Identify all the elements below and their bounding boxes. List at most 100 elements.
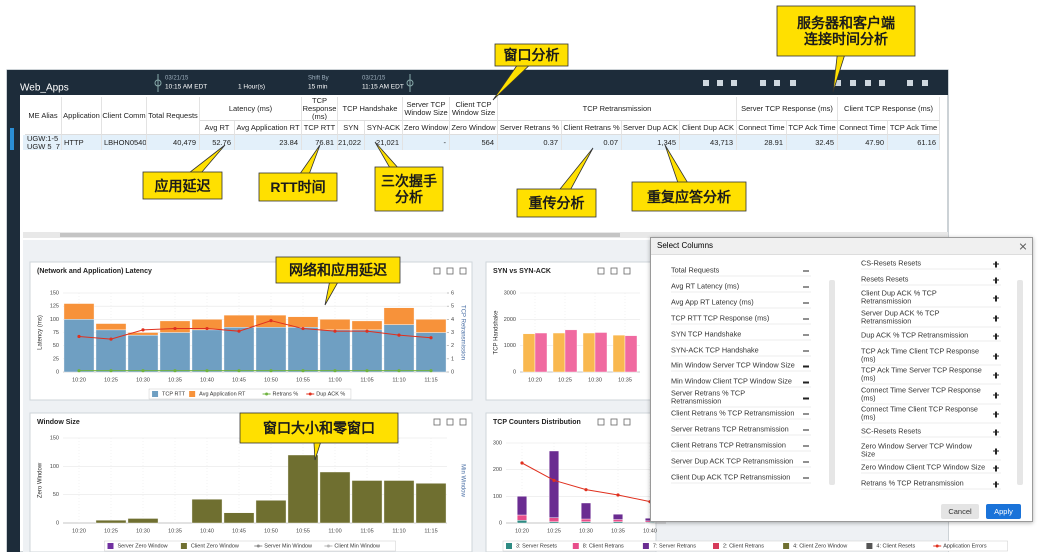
column-option[interactable]: CS-Resets Resets [861, 259, 1001, 270]
bar [351, 320, 383, 331]
cancel-button[interactable]: Cancel [941, 504, 979, 519]
column-option[interactable]: Total Requests [671, 266, 811, 277]
column-option[interactable]: Resets Resets [861, 275, 1001, 286]
app-name[interactable]: Web_Apps [20, 83, 69, 94]
chart-panel: SYN vs SYN-ACK 0 1000 2000 3000 TCP Handshake… [485, 261, 657, 401]
panel-icon[interactable] [446, 267, 454, 275]
bar [63, 319, 95, 373]
column-header: Zero Window [403, 121, 450, 135]
column-option[interactable]: TCP Ack Time Server TCP Response (ms) [861, 366, 1001, 385]
legend-swatch [152, 391, 159, 397]
shift[interactable]: 15 min [308, 84, 328, 91]
y-tick-label: 2000 [504, 317, 516, 323]
legend-label[interactable]: 4: Client Zero Window [793, 543, 847, 549]
legend-swatch [506, 543, 512, 549]
column-option[interactable]: Server Dup ACK TCP Retransmission [671, 456, 811, 468]
column-option[interactable]: SYN TCP Handshake [671, 329, 811, 341]
column-option[interactable]: Min Window Server TCP Window Size [671, 361, 811, 372]
panel-icon[interactable] [597, 267, 605, 275]
column-option[interactable]: Connect Time Client TCP Response (ms) [861, 405, 1001, 424]
column-option[interactable]: Zero Window Client TCP Window Size [861, 463, 1001, 474]
column-option[interactable]: TCP Ack Time Client TCP Response (ms) [861, 347, 1001, 366]
panel-icon[interactable] [623, 267, 631, 275]
panel-icon[interactable] [433, 267, 441, 275]
column-option[interactable]: Client Dup ACK TCP Retransmission [671, 472, 811, 484]
bar [549, 521, 560, 524]
column-option[interactable]: Zero Window Server TCP Window Size [861, 442, 1001, 461]
legend-label[interactable]: 8: Client Retrans [583, 543, 624, 549]
bar [522, 333, 536, 373]
panel-icon[interactable] [459, 267, 467, 275]
legend-swatch [935, 544, 939, 548]
legend-label[interactable]: Dup ACK % [316, 391, 345, 397]
start-time[interactable]: 10:15 AM EDT [165, 84, 207, 91]
legend-label[interactable]: 4: Client Resets [876, 543, 915, 549]
end-time[interactable]: 11:15 AM EDT [362, 84, 404, 91]
range[interactable]: 1 Hour(s) [238, 84, 265, 91]
legend-swatch [572, 543, 579, 549]
slider-knob[interactable] [406, 79, 414, 87]
line-point [333, 329, 337, 333]
column-option[interactable]: SYN-ACK TCP Handshake [671, 345, 811, 356]
line-point [365, 369, 369, 373]
table-cell: 0.37 [498, 135, 562, 150]
panel-icon[interactable] [459, 418, 467, 426]
panel-icon[interactable] [597, 418, 605, 426]
line-point [301, 369, 305, 373]
y2-tick-label: 5 [451, 304, 454, 310]
column-option[interactable]: Client Retrans % TCP Retransmission [671, 409, 811, 420]
x-tick-label: 10:35 [611, 528, 625, 534]
legend-swatch [713, 543, 719, 549]
apply-button[interactable]: Apply [986, 504, 1021, 519]
column-option[interactable]: SC-Resets Resets [861, 427, 1001, 438]
legend-label[interactable]: 7: Server Retrans [653, 543, 696, 549]
column-option[interactable]: Min Window Client TCP Window Size [671, 377, 811, 388]
legend-label[interactable]: 2: Client Retrans [723, 543, 764, 549]
bar [319, 471, 351, 524]
legend-label[interactable]: Avg Application RT [199, 391, 246, 397]
bar [581, 521, 592, 524]
panel-icon[interactable] [610, 418, 618, 426]
slider-knob[interactable] [154, 79, 162, 87]
column-option[interactable]: Server Retrans % TCP Retransmission [671, 389, 811, 408]
panel-icon[interactable] [623, 418, 631, 426]
column-option[interactable]: Server Dup ACK % TCP Retransmission [861, 309, 1001, 328]
panel-icon[interactable] [433, 418, 441, 426]
y2-tick-label: 2 [451, 343, 454, 349]
group-header: TCP Retransmission [498, 97, 737, 121]
panel-icon[interactable] [446, 418, 454, 426]
column-option[interactable]: Avg App RT Latency (ms) [671, 297, 811, 309]
legend-label[interactable]: Client Zero Window [191, 543, 239, 549]
x-tick-label: 10:25 [547, 528, 561, 534]
legend-label[interactable]: TCP RTT [162, 391, 186, 397]
column-option[interactable]: Retrans % TCP Retransmission [861, 479, 1001, 490]
legend-label[interactable]: Server Zero Window [118, 543, 168, 549]
sidebar [7, 95, 20, 552]
group-header: TCP Response (ms) [302, 97, 338, 121]
table-cell: 1,345 [622, 135, 680, 150]
legend-label[interactable]: 3: Server Resets [516, 543, 557, 549]
bar [581, 518, 592, 522]
x-tick-label: 11:10 [392, 377, 405, 383]
close-button[interactable] [1020, 243, 1026, 249]
y-tick-label: 150 [50, 435, 59, 441]
column-option[interactable]: Avg RT Latency (ms) [671, 281, 811, 293]
legend-label[interactable]: Retrans % [273, 391, 299, 397]
column-option[interactable]: TCP RTT TCP Response (ms) [671, 313, 811, 325]
legend-swatch [866, 543, 873, 549]
legend-label[interactable]: Application Errors [943, 543, 987, 549]
bar [549, 450, 560, 518]
dialog-title: Select Columns [651, 238, 1032, 255]
column-option[interactable]: Client Retrans TCP Retransmission [671, 440, 811, 452]
column-option[interactable]: Dup ACK % TCP Retransmission [861, 331, 1001, 342]
line-point [237, 369, 241, 373]
line-point [552, 478, 556, 482]
legend-label[interactable]: Client Min Window [334, 543, 380, 549]
column-option[interactable]: Server Retrans TCP Retransmission [671, 425, 811, 436]
legend-label[interactable]: Server Min Window [264, 543, 312, 549]
legend-swatch [783, 543, 790, 549]
column-option[interactable]: Connect Time Server TCP Response (ms) [861, 386, 1001, 405]
column-option[interactable]: Client Dup ACK % TCP Retransmission [861, 289, 1001, 308]
panel-icon[interactable] [610, 267, 618, 275]
bar [613, 519, 624, 522]
